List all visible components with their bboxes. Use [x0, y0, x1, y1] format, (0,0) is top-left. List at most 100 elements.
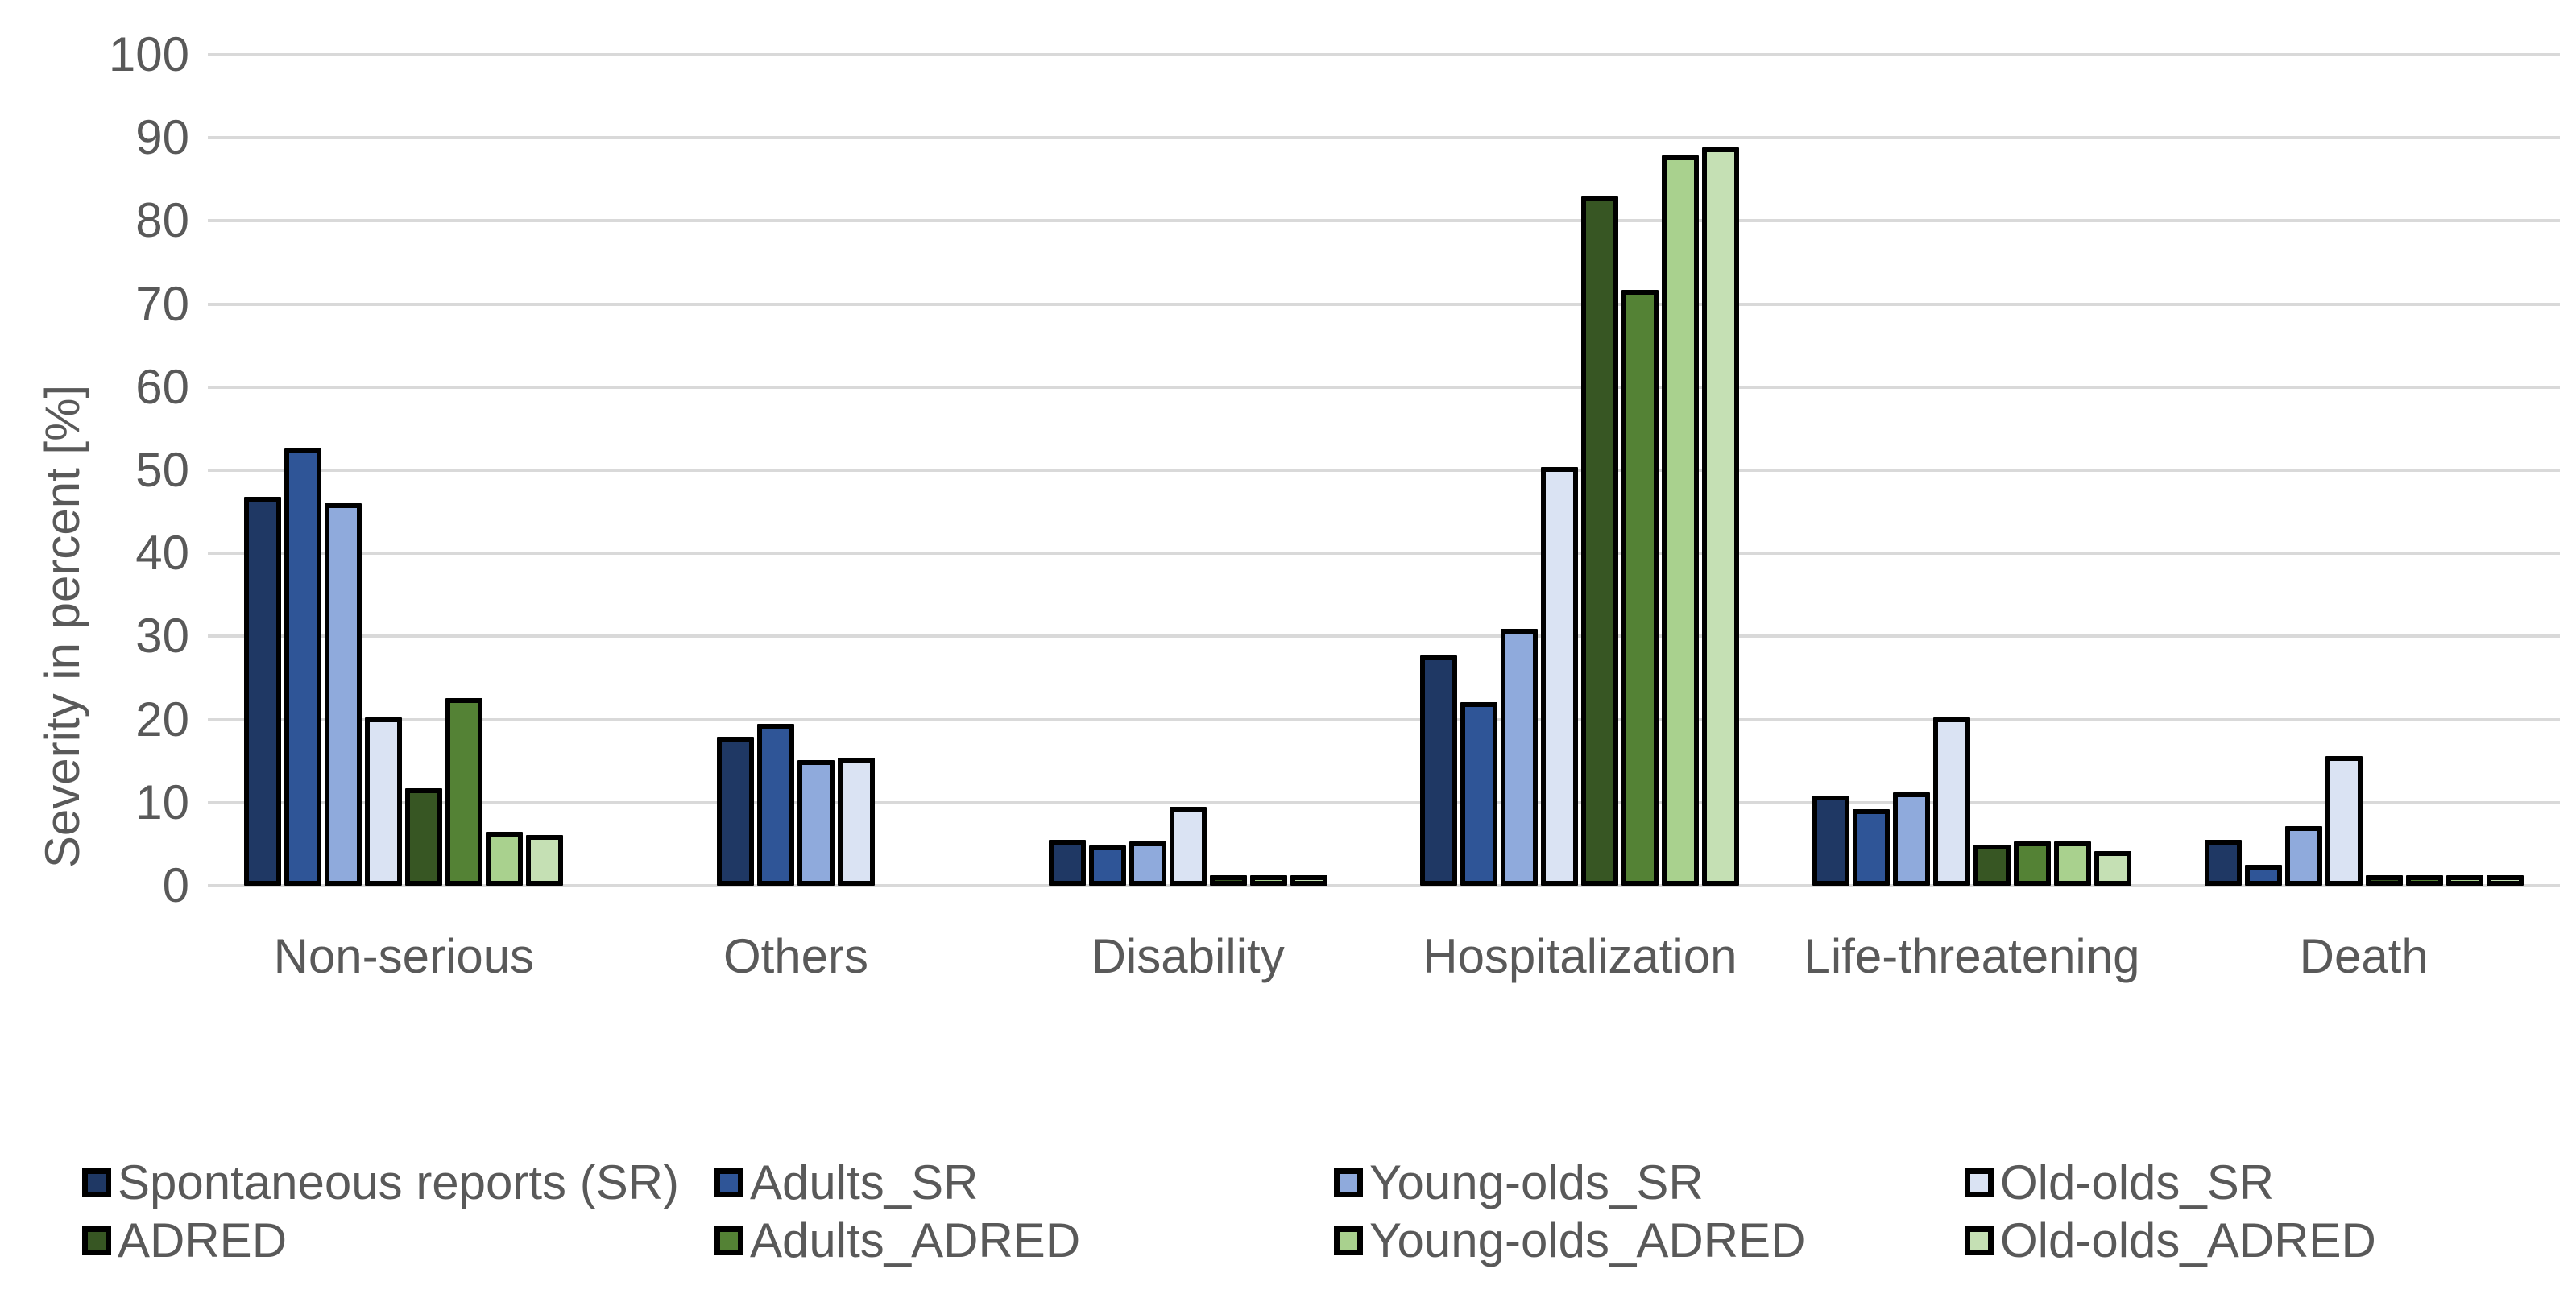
legend-item-young-olds-adred: Young-olds_ADRED [1334, 1212, 1805, 1270]
bar-young-olds-adred [2054, 841, 2092, 886]
bar-adults-sr [2244, 865, 2282, 886]
legend-swatch-icon [1965, 1168, 1994, 1197]
legend-swatch-icon [714, 1168, 743, 1197]
y-tick-label-80: 80 [135, 193, 189, 248]
gridline-100 [208, 53, 2560, 56]
bar-old-olds-sr [2325, 756, 2363, 886]
bar-adred [1973, 845, 2011, 886]
legend-swatch-icon [82, 1226, 111, 1255]
x-axis-line [208, 884, 2560, 887]
legend-item-young-olds-sr: Young-olds_SR [1334, 1154, 1704, 1212]
legend-swatch-icon [82, 1168, 111, 1197]
bar-adults-adred [1621, 290, 1659, 886]
x-category-label-disability: Disability [1091, 929, 1285, 983]
legend-label: Adults_ADRED [750, 1213, 1081, 1267]
legend-label: Adults_SR [750, 1155, 979, 1209]
bar-old-olds-adred [1290, 875, 1327, 886]
gridline-20 [208, 717, 2560, 721]
bar-young-olds-adred [1662, 155, 1700, 886]
bar-old-olds-sr [1169, 807, 1207, 886]
legend-swatch-icon [1965, 1226, 1994, 1255]
bar-group-others [600, 55, 992, 886]
bar-adults-sr [284, 448, 322, 886]
y-tick-label-50: 50 [135, 443, 189, 497]
gridline-50 [208, 469, 2560, 472]
y-tick-label-30: 30 [135, 609, 189, 663]
bar-adults-sr [1853, 809, 1891, 886]
bar-old-olds-adred [526, 835, 564, 886]
bar-young-olds-sr [1501, 629, 1539, 886]
y-tick-label-10: 10 [135, 775, 189, 829]
legend-item-spontaneous-reports-sr-: Spontaneous reports (SR) [82, 1154, 679, 1212]
bar-young-olds-adred [2446, 875, 2483, 886]
bar-adults-adred [445, 698, 483, 886]
x-category-label-hospitalization: Hospitalization [1423, 929, 1737, 983]
legend-label: Old-olds_ADRED [2000, 1213, 2376, 1267]
bar-young-olds-adred [486, 832, 524, 886]
bar-spontaneous-reports-sr- [1048, 840, 1086, 886]
y-tick-label-40: 40 [135, 526, 189, 581]
legend-item-adults-adred: Adults_ADRED [714, 1212, 1080, 1270]
x-category-label-life-threatening: Life-threatening [1804, 929, 2140, 983]
bar-old-olds-adred [2486, 875, 2524, 886]
legend-swatch-icon [1334, 1168, 1363, 1197]
bar-adults-adred [2405, 875, 2443, 886]
bar-spontaneous-reports-sr- [244, 497, 282, 886]
x-category-label-death: Death [2299, 929, 2429, 983]
y-tick-label-60: 60 [135, 359, 189, 414]
bar-group-life-threatening [1776, 55, 2168, 886]
bar-adred [405, 788, 443, 886]
gridline-90 [208, 136, 2560, 140]
legend-item-adults-sr: Adults_SR [714, 1154, 978, 1212]
bar-adred [1581, 196, 1619, 886]
bar-adred [1209, 875, 1247, 886]
bar-adults-sr [1460, 702, 1498, 886]
legend-label: Spontaneous reports (SR) [118, 1155, 680, 1209]
legend-label: Old-olds_SR [2000, 1155, 2275, 1209]
gridline-70 [208, 302, 2560, 306]
bar-old-olds-sr [1933, 717, 1971, 886]
bar-adred [2365, 875, 2403, 886]
y-tick-label-0: 0 [162, 858, 189, 912]
y-tick-label-70: 70 [135, 276, 189, 331]
x-axis-category-labels: Non-serious Others Disability Hospitalizati… [208, 930, 2560, 983]
gridline-10 [208, 800, 2560, 804]
y-tick-label-100: 100 [108, 27, 189, 81]
bar-old-olds-adred [1702, 147, 1740, 886]
bar-young-olds-sr [325, 503, 362, 886]
legend-item-old-olds-sr: Old-olds_SR [1965, 1154, 2274, 1212]
bar-young-olds-sr [1129, 841, 1166, 886]
bar-spontaneous-reports-sr- [2204, 840, 2242, 886]
legend-item-old-olds-adred: Old-olds_ADRED [1965, 1212, 2376, 1270]
bar-spontaneous-reports-sr- [1420, 655, 1458, 886]
gridline-30 [208, 634, 2560, 639]
bar-old-olds-sr [838, 758, 875, 886]
legend-label: Young-olds_SR [1369, 1155, 1704, 1209]
gridline-80 [208, 219, 2560, 223]
legend-label: ADRED [118, 1213, 288, 1267]
bar-young-olds-sr [1893, 792, 1931, 886]
bar-group-disability [992, 55, 1384, 886]
legend-swatch-icon [714, 1226, 743, 1255]
bar-adults-sr [1088, 845, 1126, 886]
x-category-label-others: Others [723, 929, 869, 983]
bar-old-olds-adred [2094, 851, 2132, 886]
bar-old-olds-sr [1541, 467, 1579, 886]
x-category-label-non-serious: Non-serious [273, 929, 535, 983]
bar-group-death [2168, 55, 2560, 886]
bar-spontaneous-reports-sr- [717, 737, 754, 886]
gridline-60 [208, 385, 2560, 389]
legend-item-adred: ADRED [82, 1212, 287, 1270]
bar-young-olds-sr [2284, 826, 2322, 886]
gridline-40 [208, 552, 2560, 556]
bar-old-olds-sr [365, 717, 403, 886]
y-tick-label-90: 90 [135, 110, 189, 165]
bar-adults-sr [757, 724, 794, 886]
legend-swatch-icon [1334, 1226, 1363, 1255]
bar-group-non-serious [208, 55, 600, 886]
y-tick-label-20: 20 [135, 692, 189, 746]
plot-area [208, 55, 2560, 886]
legend-label: Young-olds_ADRED [1369, 1213, 1806, 1267]
bar-adults-adred [2014, 841, 2052, 886]
